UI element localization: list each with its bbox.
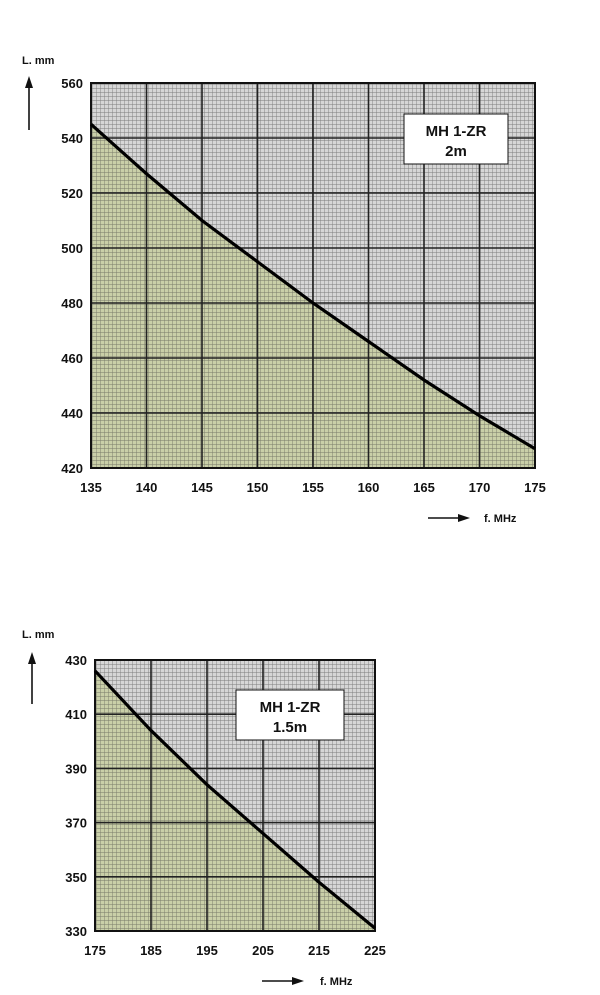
chart-2-title-box: MH 1-ZR 1.5m <box>235 689 345 741</box>
chart-1-title-line-1: MH 1-ZR <box>426 123 487 140</box>
x-tick-label: 140 <box>136 480 158 495</box>
x-tick-label: 150 <box>247 480 269 495</box>
x-tick-label: 155 <box>302 480 324 495</box>
chart-2-x-ticks: 175 185 195 205 215 225 <box>84 943 386 958</box>
y-tick-label: 430 <box>65 653 87 668</box>
x-tick-label: 215 <box>308 943 330 958</box>
x-tick-label: 160 <box>358 480 380 495</box>
y-tick-label: 330 <box>65 924 87 939</box>
chart-2-xlabel: f. MHz <box>320 976 353 988</box>
chart-1-ylabel: L. mm <box>22 55 55 67</box>
chart-2: L. mm 330 350 370 390 410 430 175 185 195 205 215… <box>22 629 386 988</box>
chart-1-x-ticks: 135 140 145 150 155 160 165 170 175 <box>80 480 546 495</box>
chart-1-title-line-2: 2m <box>445 143 467 160</box>
chart-1-xlabel: f. MHz <box>484 513 517 525</box>
y-tick-label: 370 <box>65 816 87 831</box>
y-tick-label: 480 <box>61 296 83 311</box>
x-tick-label: 185 <box>140 943 162 958</box>
y-tick-label: 440 <box>61 406 83 421</box>
chart-2-ylabel-arrow-icon <box>28 652 36 704</box>
plot-border <box>94 659 376 932</box>
chart-2-xlabel-arrow-icon <box>262 977 304 985</box>
y-tick-label: 410 <box>65 707 87 722</box>
x-tick-label: 225 <box>364 943 386 958</box>
y-tick-label: 350 <box>65 870 87 885</box>
chart-1: L. mm 420 440 460 480 500 520 540 560 135 140 145… <box>22 55 546 525</box>
series-line <box>93 669 377 930</box>
x-tick-label: 170 <box>469 480 491 495</box>
x-tick-label: 145 <box>191 480 213 495</box>
y-tick-label: 520 <box>61 186 83 201</box>
y-tick-label: 390 <box>65 761 87 776</box>
x-tick-label: 195 <box>196 943 218 958</box>
chart-2-title-line-2: 1.5m <box>273 719 307 736</box>
x-tick-label: 165 <box>413 480 435 495</box>
chart-1-y-ticks: 420 440 460 480 500 520 540 560 <box>61 76 83 476</box>
x-tick-label: 135 <box>80 480 102 495</box>
y-tick-label: 540 <box>61 131 83 146</box>
chart-2-title-line-1: MH 1-ZR <box>260 699 321 716</box>
y-tick-label: 560 <box>61 76 83 91</box>
chart-2-ylabel: L. mm <box>22 629 55 641</box>
chart-2-y-ticks: 330 350 370 390 410 430 <box>65 653 87 939</box>
x-tick-label: 175 <box>84 943 106 958</box>
x-tick-label: 175 <box>524 480 546 495</box>
x-tick-label: 205 <box>252 943 274 958</box>
series-line <box>89 123 536 451</box>
chart-1-xlabel-arrow-icon <box>428 514 470 522</box>
y-tick-label: 420 <box>61 461 83 476</box>
chart-1-ylabel-arrow-icon <box>25 76 33 130</box>
chart-1-title-box: MH 1-ZR 2m <box>403 113 509 165</box>
plot-border <box>90 82 536 469</box>
y-tick-label: 500 <box>61 241 83 256</box>
y-tick-label: 460 <box>61 351 83 366</box>
